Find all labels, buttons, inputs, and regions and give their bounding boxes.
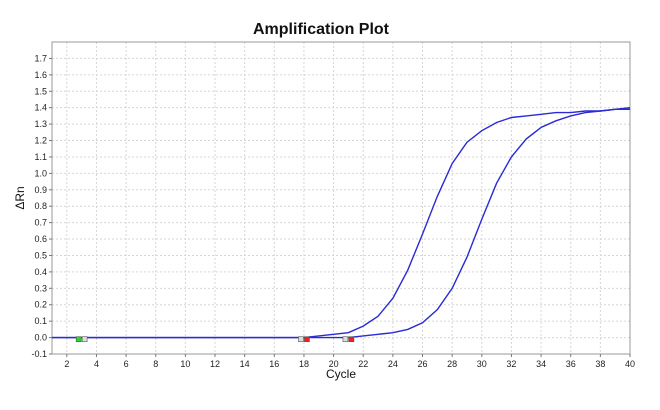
y-tick-label: 1.4: [34, 103, 47, 113]
x-tick-label: 24: [388, 359, 398, 369]
marker-layer: [75, 336, 355, 343]
x-axis-title: Cycle: [326, 367, 356, 381]
y-tick-label: 1.7: [34, 53, 47, 63]
x-tick-layer: 2 4 6 8 10 12 14 16 18 20 22 24 26 28 30 32 34 36 38 40: [64, 354, 635, 369]
y-tick-label: 0.4: [34, 267, 47, 277]
x-tick-label: 30: [477, 359, 487, 369]
y-tick-label: 0.9: [34, 185, 47, 195]
x-tick-label: 18: [299, 359, 309, 369]
y-tick-label: 0.5: [34, 250, 47, 260]
grid-layer: [52, 42, 631, 355]
y-tick-label: 0.0: [34, 333, 47, 343]
threshold-marker: [342, 336, 349, 343]
x-tick-label: 22: [358, 359, 368, 369]
y-tick-label: 0.6: [34, 234, 47, 244]
y-tick-label: 0.8: [34, 201, 47, 211]
amplification-curve-1: [52, 108, 630, 339]
x-tick-label: 40: [625, 359, 635, 369]
x-tick-label: 38: [595, 359, 605, 369]
y-tick-label: 0.3: [34, 283, 47, 293]
threshold-marker: [348, 336, 355, 343]
x-tick-label: 4: [94, 359, 99, 369]
y-tick-label: -0.1: [31, 349, 47, 359]
y-tick-layer: -0.1 0.0 0.1 0.2 0.3 0.4 0.5 0.6 0.7 0.8 0.9 1.0 1.1…: [31, 53, 52, 359]
y-tick-label: 1.1: [34, 152, 47, 162]
y-tick-label: 0.2: [34, 300, 47, 310]
y-tick-label: 1.6: [34, 70, 47, 80]
y-tick-label: 1.2: [34, 136, 47, 146]
x-tick-label: 8: [153, 359, 158, 369]
y-tick-label: 1.3: [34, 119, 47, 129]
chart-title: Amplification Plot: [253, 21, 390, 38]
x-tick-label: 32: [506, 359, 516, 369]
x-tick-label: 6: [124, 359, 129, 369]
plot-frame: [51, 41, 631, 355]
threshold-marker: [298, 336, 304, 343]
x-tick-label: 34: [536, 359, 546, 369]
x-tick-label: 14: [240, 359, 250, 369]
y-tick-label: 1.0: [34, 168, 47, 178]
threshold-marker: [75, 336, 82, 343]
y-tick-label: 0.1: [34, 316, 47, 326]
y-axis-title: ΔRn: [13, 186, 27, 209]
amplification-curve-2: [52, 107, 631, 339]
series-layer: [52, 107, 631, 339]
x-tick-label: 36: [566, 359, 576, 369]
x-tick-label: 12: [210, 359, 220, 369]
threshold-marker: [304, 336, 310, 343]
x-tick-label: 10: [180, 359, 190, 369]
x-tick-label: 16: [269, 359, 279, 369]
x-tick-label: 2: [64, 359, 69, 369]
y-tick-label: 0.7: [34, 218, 47, 228]
y-tick-label: 1.5: [34, 86, 47, 96]
x-tick-label: 20: [329, 359, 339, 369]
x-tick-label: 28: [447, 359, 457, 369]
x-tick-label: 26: [418, 359, 428, 369]
threshold-marker: [81, 336, 88, 343]
